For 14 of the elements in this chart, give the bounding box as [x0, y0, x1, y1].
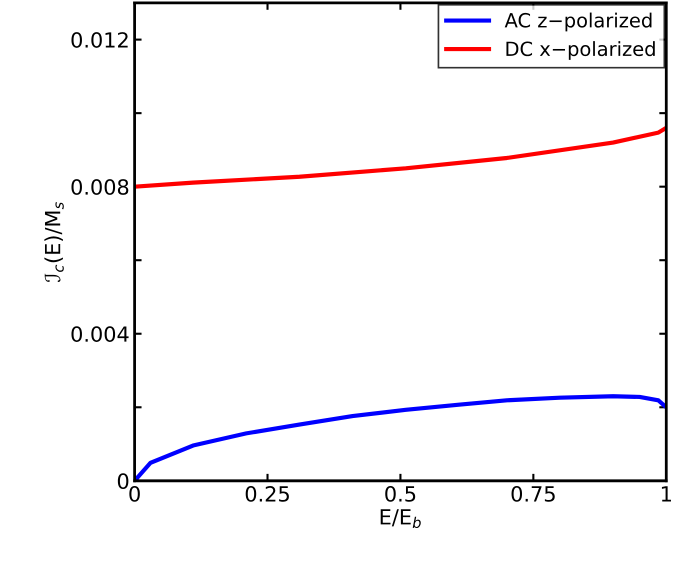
x-tick-label: 0 — [129, 486, 140, 502]
x-tick-label: 0.75 — [512, 486, 555, 502]
line-series — [134, 126, 666, 189]
legend-label: DC x−polarized — [506, 41, 655, 60]
y-tick-label: 0.012 — [71, 32, 128, 48]
y-tick-label: 0 — [118, 473, 128, 490]
y-tick-label: 0.008 — [71, 179, 128, 195]
x-tick-label: 0.25 — [246, 486, 289, 502]
x-axis-title: E/E$_{b}$ — [380, 509, 421, 528]
x-tick-label: 0.5 — [385, 486, 416, 502]
x-tick-label: 1 — [662, 486, 671, 502]
y-axis-title: ℐ$_{c}$(E)/M$_{s}$ — [44, 202, 64, 282]
legend-label: AC z−polarized — [504, 12, 652, 32]
y-tick-label: 0.004 — [71, 326, 129, 342]
